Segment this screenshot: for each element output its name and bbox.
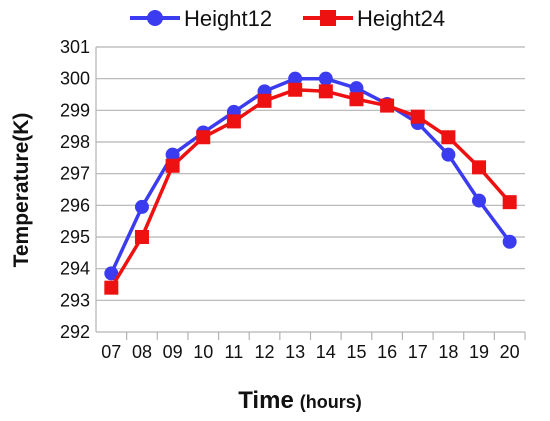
data-point-height12 bbox=[134, 199, 149, 214]
data-point-height12 bbox=[472, 193, 487, 208]
series-line-height24 bbox=[109, 88, 512, 289]
x-tick-label: 19 bbox=[469, 342, 489, 362]
legend-label-height24: Height24 bbox=[357, 6, 445, 31]
data-point-height12 bbox=[318, 71, 333, 86]
legend-item-height12: Height12 bbox=[130, 6, 272, 31]
data-point-height12 bbox=[288, 71, 303, 86]
x-tick-label: 20 bbox=[500, 342, 520, 362]
data-point-height24 bbox=[257, 93, 272, 108]
y-tick-label: 293 bbox=[60, 290, 90, 310]
x-tick-label: 15 bbox=[346, 342, 366, 362]
series-line-height12 bbox=[109, 76, 512, 275]
legend-item-height24: Height24 bbox=[303, 6, 445, 31]
data-point-height24 bbox=[288, 82, 303, 97]
y-tick-label: 294 bbox=[60, 259, 90, 279]
legend-label-height12: Height12 bbox=[184, 6, 272, 31]
x-tick-label: 09 bbox=[163, 342, 183, 362]
x-tick-label: 07 bbox=[101, 342, 121, 362]
legend-marker-height12 bbox=[147, 10, 163, 26]
y-tick-labels: 292 293 294 295 296 297 298 299 300 301 bbox=[60, 37, 90, 342]
data-point-height12 bbox=[165, 147, 180, 162]
y-tick-label: 300 bbox=[60, 69, 90, 89]
x-tick-label: 13 bbox=[285, 342, 305, 362]
y-tick-label: 299 bbox=[60, 100, 90, 120]
data-point-height12 bbox=[502, 234, 517, 249]
y-tick-label: 297 bbox=[60, 164, 90, 184]
data-point-height24 bbox=[165, 158, 180, 173]
y-axis-label: Temperature(K) bbox=[10, 113, 33, 268]
x-axis-label-main: Time bbox=[238, 387, 294, 414]
x-axis-label: Time (hours) bbox=[238, 387, 362, 414]
data-point-height24 bbox=[196, 130, 211, 145]
legend: Height12 Height24 bbox=[130, 6, 445, 31]
data-point-height24 bbox=[380, 98, 395, 113]
data-point-height12 bbox=[104, 266, 119, 281]
data-point-height24 bbox=[104, 280, 119, 295]
x-tick-label: 16 bbox=[377, 342, 397, 362]
data-series bbox=[104, 71, 517, 295]
x-tick-label: 10 bbox=[193, 342, 213, 362]
x-tick-label: 12 bbox=[255, 342, 275, 362]
x-tick-label: 18 bbox=[438, 342, 458, 362]
series-height12 bbox=[104, 71, 517, 281]
y-tick-label: 295 bbox=[60, 227, 90, 247]
data-point-height24 bbox=[318, 84, 333, 99]
y-tick-label: 292 bbox=[60, 322, 90, 342]
gridlines bbox=[95, 46, 525, 333]
x-tick-label: 08 bbox=[132, 342, 152, 362]
x-axis-label-unit: (hours) bbox=[300, 392, 362, 412]
data-point-height12 bbox=[349, 81, 364, 96]
data-point-height24 bbox=[502, 195, 517, 210]
data-point-height24 bbox=[134, 230, 149, 244]
data-point-height24 bbox=[441, 130, 456, 145]
series-height24 bbox=[104, 82, 517, 295]
x-tick-label: 11 bbox=[225, 342, 244, 362]
data-point-height24 bbox=[472, 160, 487, 175]
legend-marker-height24 bbox=[320, 10, 336, 26]
y-tick-label: 296 bbox=[60, 195, 90, 215]
data-point-height24 bbox=[410, 109, 425, 124]
data-point-height12 bbox=[441, 147, 456, 162]
y-tick-label: 298 bbox=[60, 132, 90, 152]
x-tick-labels: 07 08 09 10 11 12 13 14 15 16 17 18 19 20 bbox=[101, 332, 526, 362]
x-tick-label: 17 bbox=[408, 342, 428, 362]
data-point-height24 bbox=[349, 92, 364, 107]
data-point-height24 bbox=[226, 114, 241, 129]
y-tick-label: 301 bbox=[60, 37, 90, 57]
x-tick-label: 14 bbox=[316, 342, 336, 362]
